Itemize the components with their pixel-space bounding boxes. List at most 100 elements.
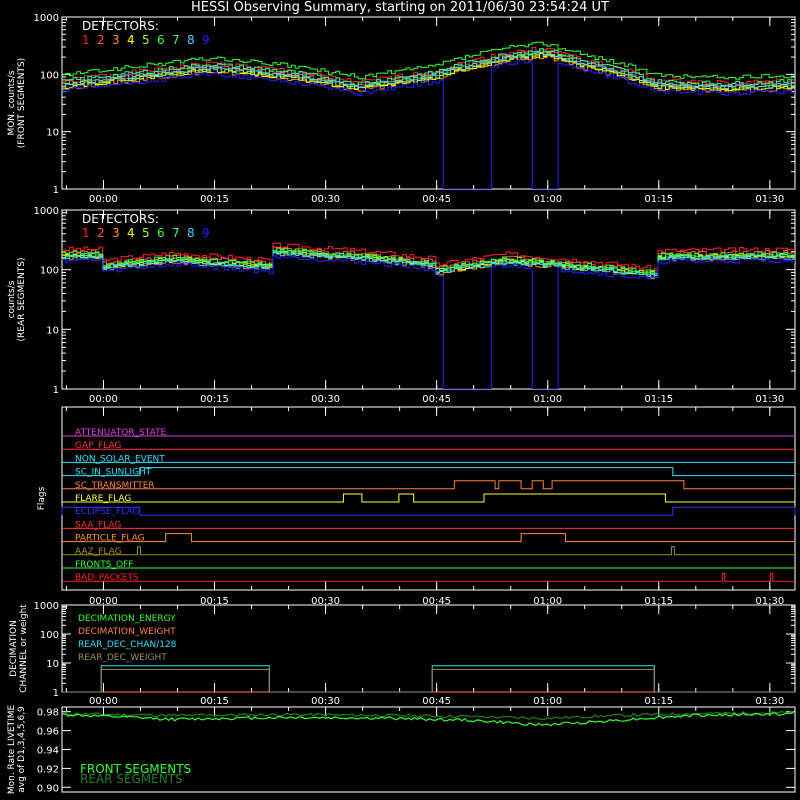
legend-title: DETECTORS: xyxy=(82,19,159,33)
flag-label: GAP_FLAG xyxy=(75,441,121,451)
flag-line xyxy=(62,467,795,477)
time-tick-label: 00:30 xyxy=(311,696,340,707)
decimation-legend-label: REAR_DEC_CHAN/128 xyxy=(78,640,177,650)
flag-line xyxy=(62,546,795,556)
y-axis-label: Flags xyxy=(37,486,47,510)
flag-label: FLARE_FLAG xyxy=(75,494,131,504)
detector-8-line xyxy=(62,51,795,89)
legend-detector-4: 4 xyxy=(127,226,135,240)
detector-1-line xyxy=(62,242,795,271)
flag-line xyxy=(61,506,796,516)
time-tick-label: 00:00 xyxy=(89,596,118,607)
y-tick-label: 100 xyxy=(40,630,59,641)
rear-time-axis: 00:00 00:15 00:30 00:45 01:00 01:15 01:30 xyxy=(65,210,784,405)
time-tick-label: 01:30 xyxy=(755,596,784,607)
time-tick-label: 00:00 xyxy=(89,194,118,205)
time-tick-label: 01:00 xyxy=(533,696,562,707)
legend-detector-6: 6 xyxy=(157,33,165,47)
front-frame xyxy=(61,16,796,190)
time-tick-label: 00:45 xyxy=(422,194,451,205)
y-axis-label: Mon. Rate LIVETIME xyxy=(7,705,17,795)
detector-6-line xyxy=(62,247,795,274)
rear-frame xyxy=(61,209,796,390)
y-tick-label: 1000 xyxy=(34,206,59,217)
flag-label: SAA_FLAG xyxy=(75,520,121,530)
front-time-axis: 00:00 00:15 00:30 00:45 01:00 01:15 01:30 xyxy=(65,17,784,205)
legend-detector-3: 3 xyxy=(112,33,120,47)
legend-detector-6: 6 xyxy=(157,226,165,240)
flag-label: BAD_PACKETS xyxy=(75,573,139,583)
livetime-series-line xyxy=(61,710,794,721)
flag-label: PARTICLE_FLAG xyxy=(75,534,145,544)
time-tick-label: 01:15 xyxy=(644,696,673,707)
y-axis-label: (REAR SEGMENTS) xyxy=(17,257,27,341)
front-legend: DETECTORS:1 2 3 4 5 6 7 8 9 xyxy=(82,19,210,47)
flag-label: SC_IN_SUNLIGHT xyxy=(75,468,152,478)
decimation-ylabel: DECIMATION CHANNEL or weight xyxy=(9,604,29,693)
y-tick-label: 1 xyxy=(53,688,59,699)
y-tick-label: 10 xyxy=(46,659,59,670)
y-tick-label: 0.98 xyxy=(37,708,59,719)
flag-label: AAZ_FLAG xyxy=(75,547,122,557)
y-axis-label: MON. counts/s xyxy=(7,70,17,135)
flag-label: SC_TRANSMITTER xyxy=(75,481,155,491)
y-tick-label: 0.94 xyxy=(37,746,59,757)
detector-9-line xyxy=(62,255,795,389)
legend-title: DETECTORS: xyxy=(82,212,159,226)
y-tick-label: 1000 xyxy=(34,13,59,24)
plot-title: HESSI Observing Summary, starting on 201… xyxy=(191,0,609,15)
y-tick-label: 10 xyxy=(46,128,59,139)
legend-detector-1: 1 xyxy=(82,226,90,240)
legend-detector-5: 5 xyxy=(142,226,150,240)
time-tick-label: 00:30 xyxy=(311,394,340,405)
detector-6-line xyxy=(62,41,795,80)
time-tick-label: 00:15 xyxy=(200,696,229,707)
time-tick-label: 00:15 xyxy=(200,194,229,205)
legend-detector-1: 1 xyxy=(82,33,90,47)
flag-line xyxy=(62,533,795,543)
front-series-group xyxy=(62,41,795,189)
y-tick-label: 1 xyxy=(53,385,59,396)
legend-detector-9: 9 xyxy=(202,33,210,47)
y-tick-label: 1000 xyxy=(34,601,59,612)
front-ylabel: MON. counts/s (FRONT SEGMENTS) xyxy=(7,58,27,148)
detector-4-line xyxy=(62,52,795,92)
flag-label: ATTENUATOR_STATE xyxy=(75,428,167,438)
y-tick-label: 0.92 xyxy=(37,764,59,775)
flags-frame xyxy=(61,406,796,591)
time-tick-label: 00:45 xyxy=(422,596,451,607)
time-tick-label: 00:00 xyxy=(89,696,118,707)
legend-detector-9: 9 xyxy=(202,226,210,240)
time-tick-label: 01:30 xyxy=(755,194,784,205)
flags-group: ATTENUATOR_STATE GAP_FLAG NON_SOLAR_EVENT S… xyxy=(61,428,796,583)
time-tick-label: 00:45 xyxy=(422,696,451,707)
legend-detector-2: 2 xyxy=(97,226,105,240)
flag-label: NON_SOLAR_EVENT xyxy=(75,454,165,464)
y-axis-label: avg of D1,3,4,5,6,9 xyxy=(17,706,27,793)
front-y-axis: 1 10 100 1000 xyxy=(34,13,795,196)
flag-label: ECLIPSE_FLAG xyxy=(75,507,139,517)
decimation-time-axis: 00:00 00:15 00:30 00:45 01:00 01:15 01:30 xyxy=(65,605,784,707)
time-tick-label: 00:30 xyxy=(311,194,340,205)
rear-legend: DETECTORS:1 2 3 4 5 6 7 8 9 xyxy=(82,212,210,240)
legend-detector-4: 4 xyxy=(127,33,135,47)
decimation-y-axis: 1 10 100 1000 xyxy=(34,601,795,699)
rear-series-group xyxy=(62,242,795,389)
y-tick-label: 10 xyxy=(46,325,59,336)
legend-detector-5: 5 xyxy=(142,33,150,47)
decimation-legend-label: DECIMATION_WEIGHT xyxy=(78,627,176,637)
livetime-y-axis: 0.90 0.92 0.94 0.96 0.98 xyxy=(37,707,795,794)
flags-time-axis: 00:00 00:15 00:30 00:45 01:00 01:15 01:30 xyxy=(65,407,784,607)
legend-detector-2: 2 xyxy=(97,33,105,47)
flag-line xyxy=(62,480,795,490)
decimation-legend-label: REAR_DEC_WEIGHT xyxy=(78,653,167,663)
flag-line xyxy=(62,493,795,503)
decimation-legend-label: DECIMATION_ENERGY xyxy=(78,614,176,624)
time-tick-label: 01:30 xyxy=(755,394,784,405)
y-axis-label: counts/s xyxy=(7,280,17,318)
livetime-series-line xyxy=(62,711,794,727)
y-tick-label: 0.96 xyxy=(37,727,59,738)
y-tick-label: 100 xyxy=(40,266,59,277)
y-axis-label: DECIMATION xyxy=(9,620,19,677)
